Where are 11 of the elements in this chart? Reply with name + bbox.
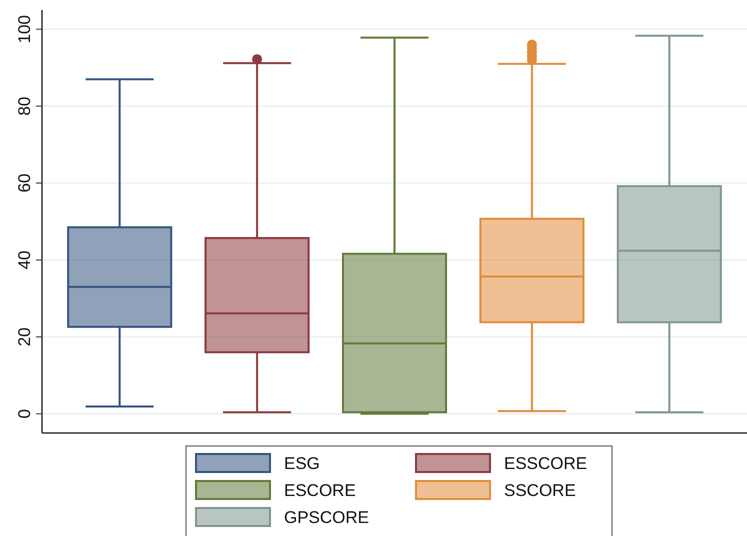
y-tick-label: 0 [15, 409, 34, 419]
legend-label: SSCORE [504, 481, 576, 500]
y-tick-label: 60 [15, 174, 34, 193]
legend-label: ESG [284, 454, 320, 473]
y-tick-label: 20 [15, 327, 34, 346]
legend-label: ESCORE [284, 481, 356, 500]
legend-label: GPSCORE [284, 508, 370, 527]
legend-label: ESSCORE [504, 454, 588, 473]
y-tick-label: 100 [15, 15, 34, 44]
y-tick-label: 40 [15, 250, 34, 270]
y-tick-label: 80 [15, 96, 34, 116]
